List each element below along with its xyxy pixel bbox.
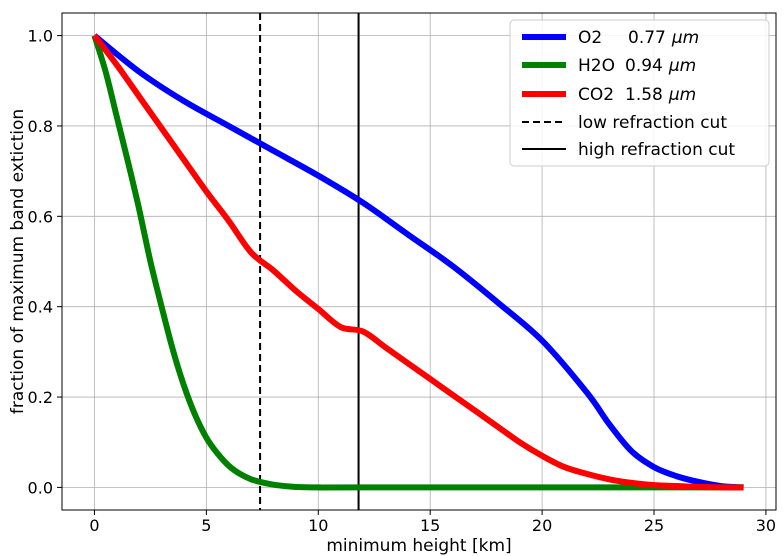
x-axis-label: minimum height [km]	[326, 536, 511, 556]
legend-label-high-refraction-cut: high refraction cut	[578, 140, 735, 160]
legend-wavelength: 1.58	[625, 85, 663, 105]
plot-frame	[61, 12, 777, 511]
legend-series-name: O2	[578, 28, 602, 48]
data-series	[91, 33, 744, 491]
x-tick-label: 5	[201, 516, 211, 535]
legend-wavelength: 0.77	[628, 28, 666, 48]
y-tick-label: 1.0	[28, 27, 53, 46]
x-tick-label: 15	[420, 516, 440, 535]
tick-marks: 0 5 10 15 20 25 30 0.0 0.2 0.4 0.6 0.8 1.0	[28, 27, 777, 535]
legend-label-co2: CO2 1.58 μm	[578, 85, 696, 105]
legend-unit: μm	[671, 28, 699, 48]
y-tick-label: 0.8	[28, 117, 53, 136]
legend-label-low-refraction-cut: low refraction cut	[578, 113, 727, 133]
x-tick-label: 10	[308, 516, 328, 535]
legend-label-o2: O2 0.77 μm	[578, 28, 699, 48]
series-line-co2	[92, 33, 744, 491]
legend-box	[509, 19, 770, 167]
legend-label-h2o: H2O 0.94 μm	[578, 56, 696, 76]
legend-unit: μm	[668, 56, 696, 76]
y-tick-label: 0.0	[28, 478, 53, 497]
x-tick-label: 20	[532, 516, 552, 535]
x-tick-label: 30	[756, 516, 776, 535]
series-line-h2o	[91, 34, 744, 491]
legend-series-name: CO2	[578, 85, 614, 105]
x-tick-label: 0	[89, 516, 99, 535]
y-tick-label: 0.6	[28, 207, 53, 226]
legend-wavelength: 0.94	[625, 56, 663, 76]
series-line-o2	[92, 33, 744, 491]
y-axis-label: fraction of maximum band extiction	[8, 109, 28, 414]
x-tick-label: 25	[644, 516, 664, 535]
refraction-cut-lines	[259, 13, 360, 510]
y-tick-label: 0.2	[28, 388, 53, 407]
y-tick-label: 0.4	[28, 298, 53, 317]
legend-series-name: H2O	[578, 56, 615, 76]
legend-unit: μm	[668, 85, 696, 105]
